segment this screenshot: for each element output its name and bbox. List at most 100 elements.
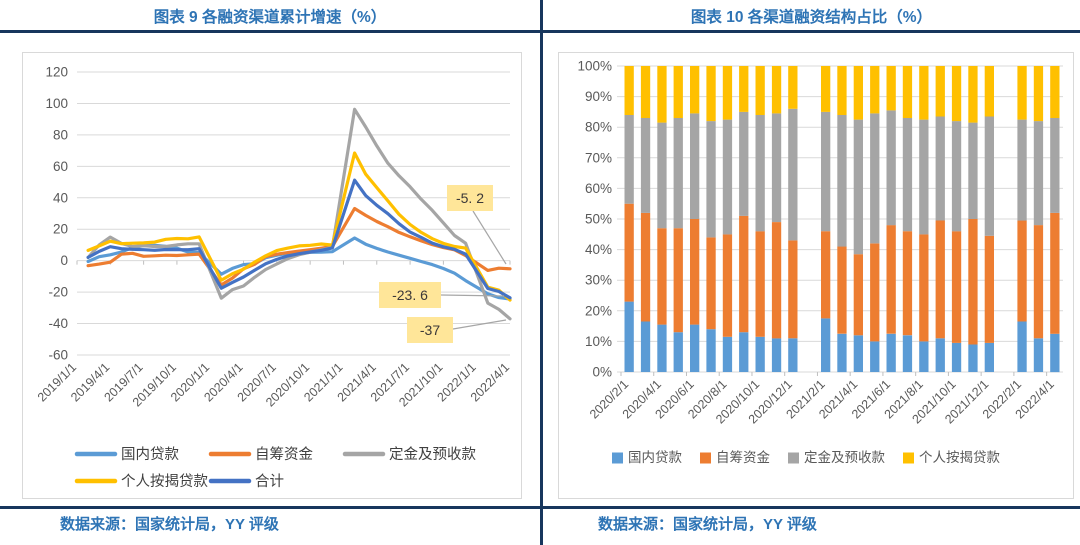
bar-segment-personal-mortgage-loans	[788, 66, 798, 109]
left-source-text: 数据来源：国家统计局，YY 评级	[60, 516, 279, 533]
svg-text:国内贷款: 国内贷款	[628, 450, 682, 465]
bar-2021/7	[902, 66, 913, 372]
bar-segment-personal-mortgage-loans	[1033, 66, 1044, 122]
bar-segment-deposits-advance-payments	[706, 121, 716, 238]
bar-segment-domestic-loans	[657, 324, 667, 372]
svg-text:-20: -20	[48, 285, 68, 300]
svg-text:定金及预收款: 定金及预收款	[804, 450, 885, 465]
bar-segment-domestic-loans	[886, 333, 896, 373]
bar-2020/10	[755, 66, 765, 372]
svg-text:个人按揭贷款: 个人按揭贷款	[121, 473, 208, 490]
left-chart-title: 图表 9 各融资渠道累计增速（%）	[153, 9, 387, 26]
svg-text:80%: 80%	[585, 120, 612, 135]
svg-text:100%: 100%	[577, 59, 612, 74]
svg-text:定金及预收款: 定金及预收款	[389, 446, 476, 463]
bar-segment-domestic-loans	[771, 338, 782, 372]
bar-chart-legend: 国内贷款 自筹资金 定金及预收款 个人按揭贷款	[612, 449, 1000, 465]
bar-segment-domestic-loans	[853, 335, 863, 372]
bar-segment-domestic-loans	[968, 344, 978, 372]
bar-segment-personal-mortgage-loans	[640, 66, 651, 118]
svg-text:60: 60	[53, 159, 68, 174]
x-axis-labels: 2020/2/12020/4/12020/6/12020/8/12020/10/…	[587, 377, 1057, 426]
bar-segment-deposits-advance-payments	[821, 111, 831, 232]
bar-segment-self-raised-funds	[886, 225, 896, 334]
bar-2020/12	[788, 66, 798, 372]
svg-text:0: 0	[60, 253, 68, 268]
line-series-personal-mortgage-loans	[86, 151, 512, 302]
svg-text:20%: 20%	[585, 303, 612, 318]
bar-segment-domestic-loans	[640, 321, 651, 372]
bar-segment-domestic-loans	[706, 329, 716, 372]
bar-segment-self-raised-funds	[788, 240, 798, 339]
bar-segment-deposits-advance-payments	[640, 118, 651, 213]
bar-2021/9	[935, 66, 945, 372]
left-title-divider	[0, 30, 540, 33]
legend-marker-deposits-advance-payments	[788, 452, 799, 464]
bar-segment-deposits-advance-payments	[919, 119, 929, 235]
bar-segment-self-raised-funds	[902, 231, 913, 336]
bar-segment-domestic-loans	[902, 335, 913, 372]
svg-text:90%: 90%	[585, 89, 612, 104]
bar-segment-personal-mortgage-loans	[706, 66, 716, 122]
bar-segment-self-raised-funds	[853, 254, 863, 336]
bar-2020/2	[624, 66, 634, 372]
bar-segment-personal-mortgage-loans	[821, 66, 831, 112]
svg-text:-37: -37	[420, 322, 440, 338]
svg-text:70%: 70%	[585, 150, 612, 165]
bar-segment-deposits-advance-payments	[657, 122, 667, 229]
legend-item-domestic-loans: 国内贷款	[612, 450, 682, 465]
legend-marker-personal-mortgage-loans	[903, 452, 914, 464]
bar-segment-deposits-advance-payments	[739, 111, 749, 216]
bar-2021/6	[886, 66, 896, 373]
right-title-divider	[543, 30, 1080, 33]
bar-segment-self-raised-funds	[870, 243, 880, 342]
bar-2020/3	[640, 66, 651, 372]
bar-2020/9	[739, 66, 749, 372]
panel-left: 图表 9 各融资渠道累计增速（%） -60 -40 -20 0 20 40 60 80 100 1…	[0, 9, 540, 533]
bar-segment-self-raised-funds	[968, 219, 978, 345]
bar-segment-deposits-advance-payments	[837, 115, 847, 247]
bar-segment-deposits-advance-payments	[870, 113, 880, 244]
bar-segment-self-raised-funds	[771, 222, 782, 339]
legend-marker-domestic-loans	[612, 452, 623, 464]
line-chart: -60 -40 -20 0 20 40 60 80 100 120 2019/1/12019/4/1…	[35, 65, 512, 491]
svg-text:10%: 10%	[585, 334, 612, 349]
bar-segment-self-raised-funds	[935, 220, 945, 339]
bar-segment-self-raised-funds	[951, 231, 962, 343]
bar-segment-self-raised-funds	[821, 231, 831, 319]
bar-segment-self-raised-funds	[690, 219, 700, 325]
svg-text:100: 100	[45, 96, 68, 111]
bar-segment-deposits-advance-payments	[951, 121, 962, 232]
bar-2021/2	[821, 66, 831, 372]
bar-segment-deposits-advance-payments	[722, 119, 733, 235]
bar-2020/6	[690, 66, 700, 372]
bar-segment-personal-mortgage-loans	[968, 66, 978, 123]
legend-item-self-raised-funds: 自筹资金	[700, 449, 770, 465]
bar-segment-domestic-loans	[673, 332, 683, 372]
bar-2021/4	[853, 66, 863, 372]
svg-text:60%: 60%	[585, 181, 612, 196]
right-source-text: 数据来源：国家统计局，YY 评级	[598, 516, 817, 533]
svg-text:30%: 30%	[585, 273, 612, 288]
bar-segment-personal-mortgage-loans	[771, 66, 782, 114]
left-source-divider	[0, 506, 540, 509]
bar-2021/10	[951, 66, 962, 372]
bar-segment-personal-mortgage-loans	[673, 66, 683, 118]
legend-item-deposits-advance-payments: 定金及预收款	[788, 450, 885, 465]
bar-2021/11	[968, 66, 978, 372]
bar-segment-deposits-advance-payments	[1033, 121, 1044, 226]
svg-text:20: 20	[53, 222, 68, 237]
bar-segment-deposits-advance-payments	[886, 110, 896, 226]
bar-segment-self-raised-funds	[1017, 220, 1027, 322]
legend-marker-self-raised-funds	[700, 452, 711, 464]
bar-segment-domestic-loans	[788, 338, 798, 372]
bar-segment-personal-mortgage-loans	[951, 66, 962, 122]
bar-segment-self-raised-funds	[837, 246, 847, 334]
x-axis-ticks	[76, 260, 511, 265]
bar-2020/4	[657, 66, 667, 372]
legend-item-personal-mortgage-loans: 个人按揭贷款	[903, 450, 1000, 465]
svg-text:-5. 2: -5. 2	[456, 190, 484, 206]
bar-segment-personal-mortgage-loans	[739, 66, 749, 112]
annotation-self-raised-end: -5. 2	[447, 185, 507, 265]
